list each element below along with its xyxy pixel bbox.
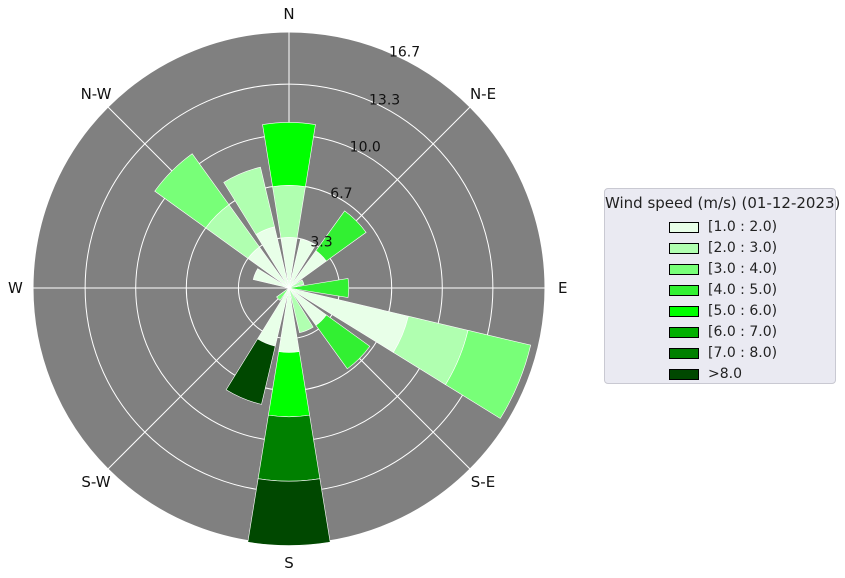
direction-label: S-W xyxy=(81,473,110,491)
wind-bar-segment xyxy=(288,238,316,289)
legend-swatch xyxy=(669,305,699,317)
legend-entry: >8.0 xyxy=(669,365,742,383)
radial-tick-label: 3.3 xyxy=(310,234,332,250)
wind-bar-segment xyxy=(276,287,290,301)
wind-bar-segment xyxy=(154,153,230,229)
wind-bar-segment xyxy=(247,478,331,546)
direction-label: N xyxy=(283,5,294,23)
radial-tick-label: 16.7 xyxy=(389,44,420,60)
wind-bar-segment xyxy=(223,166,275,235)
wind-bar-segment xyxy=(288,279,305,289)
legend-entry: [6.0 : 7.0) xyxy=(669,323,777,341)
legend-title: Wind speed (m/s) (01-12-2023) xyxy=(605,194,841,212)
legend-label: [3.0 : 4.0) xyxy=(708,261,778,277)
wind-bar-segment xyxy=(262,122,316,187)
legend-swatch xyxy=(669,347,699,359)
legend-label: [4.0 : 5.0) xyxy=(708,282,778,298)
wind-bar-segment xyxy=(225,338,276,405)
direction-label: N-W xyxy=(81,85,112,103)
direction-label: W xyxy=(8,279,23,297)
wind-bar-segment xyxy=(315,210,367,262)
legend-label: >8.0 xyxy=(708,366,742,382)
legend-swatch xyxy=(669,284,699,296)
legend-swatch xyxy=(669,368,699,380)
legend-entry: [4.0 : 5.0) xyxy=(669,281,777,299)
wind-bar-segment xyxy=(315,314,371,370)
radial-tick-label: 10.0 xyxy=(350,139,381,155)
legend-entry: [1.0 : 2.0) xyxy=(669,218,777,236)
legend-label: [7.0 : 8.0) xyxy=(708,345,778,361)
legend-label: [6.0 : 7.0) xyxy=(708,324,778,340)
legend-entry: [7.0 : 8.0) xyxy=(669,344,777,362)
radial-tick-label: 13.3 xyxy=(369,93,400,109)
legend-entry: [3.0 : 4.0) xyxy=(669,260,777,278)
wind-bar-segment xyxy=(288,287,314,334)
legend-swatch xyxy=(669,263,699,275)
legend-label: [5.0 : 6.0) xyxy=(708,303,778,319)
legend-label: [1.0 : 2.0) xyxy=(708,219,778,235)
radial-tick-label: 6.7 xyxy=(330,186,352,202)
legend-swatch xyxy=(669,242,699,254)
wind-bar-segment xyxy=(252,268,290,289)
angular-gridline xyxy=(107,287,290,470)
legend-entry: [5.0 : 6.0) xyxy=(669,302,777,320)
direction-label: S xyxy=(284,554,294,572)
direction-label: S-E xyxy=(471,473,495,491)
legend-label: [2.0 : 3.0) xyxy=(708,240,778,256)
wind-bar-segment xyxy=(257,414,321,482)
legend-swatch xyxy=(669,326,699,338)
direction-label: N-E xyxy=(470,85,496,103)
legend-entry: [2.0 : 3.0) xyxy=(669,239,777,257)
wind-bar-segment xyxy=(445,329,532,419)
legend-swatch xyxy=(669,221,699,233)
legend: Wind speed (m/s) (01-12-2023) [1.0 : 2.0… xyxy=(604,188,841,384)
wind-bar-segment xyxy=(288,278,350,298)
direction-label: E xyxy=(558,279,567,297)
